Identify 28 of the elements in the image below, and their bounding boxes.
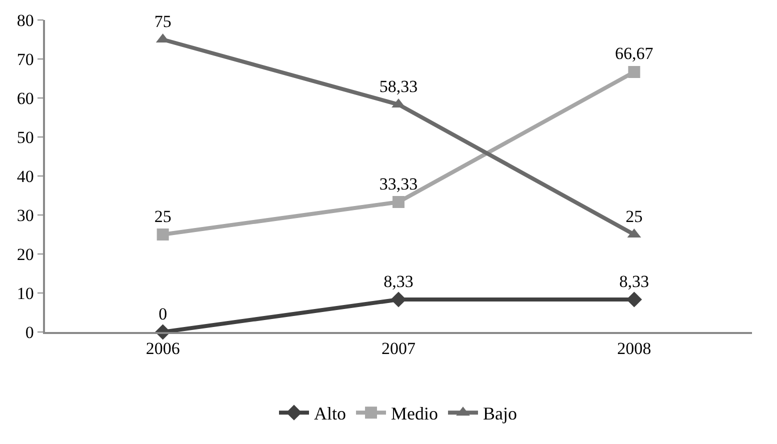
point bbox=[390, 292, 406, 308]
data-label: 58,33 bbox=[379, 76, 418, 96]
data-label: 25 bbox=[626, 206, 643, 226]
y-tick-label: 20 bbox=[16, 244, 34, 264]
data-label: 0 bbox=[158, 304, 168, 324]
y-tick-label: 50 bbox=[16, 128, 34, 147]
legend-label: Medio bbox=[391, 404, 438, 424]
y-tick-label: 10 bbox=[16, 284, 34, 303]
y-tick-label: 30 bbox=[16, 206, 34, 225]
y-tick-label: 0 bbox=[25, 322, 34, 342]
point bbox=[156, 228, 169, 240]
point bbox=[628, 66, 640, 78]
x-tick-label: 2006 bbox=[146, 339, 180, 358]
data-label: 75 bbox=[154, 12, 172, 31]
y-tick-label: 40 bbox=[16, 166, 34, 186]
x-tick-label: 2007 bbox=[382, 339, 416, 358]
point bbox=[392, 196, 404, 208]
legend-label: Bajo bbox=[483, 404, 518, 424]
y-tick-label: 70 bbox=[16, 50, 34, 69]
y-tick-label: 60 bbox=[16, 88, 34, 108]
data-label: 33,33 bbox=[379, 174, 418, 194]
data-label: 25 bbox=[154, 206, 172, 226]
data-label: 8,33 bbox=[384, 272, 414, 291]
legend-label: Alto bbox=[314, 404, 346, 424]
data-label: 66,67 bbox=[615, 44, 654, 64]
data-label: 8,33 bbox=[619, 272, 650, 291]
y-tick-label: 80 bbox=[16, 10, 34, 30]
x-tick-label: 2008 bbox=[617, 339, 652, 358]
